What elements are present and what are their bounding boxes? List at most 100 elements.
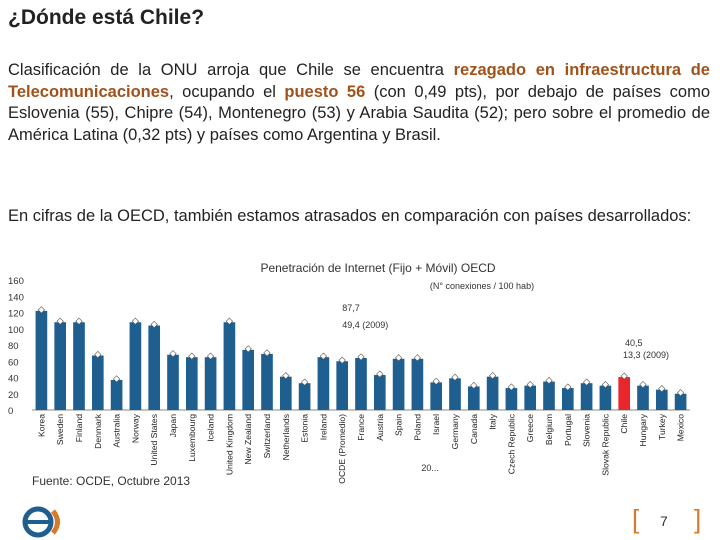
category-label: Switzerland <box>262 414 272 459</box>
chart-title: Penetración de Internet (Fijo + Móvil) O… <box>260 261 495 275</box>
bar <box>655 389 668 410</box>
bar-marker <box>169 350 177 358</box>
category-label: United Kingdom <box>224 414 234 475</box>
category-label: Iceland <box>206 414 216 442</box>
bar <box>543 381 555 410</box>
y-tick-label: 160 <box>8 276 24 287</box>
paragraph-text: , ocupando el <box>169 82 285 101</box>
bar <box>298 383 311 410</box>
y-tick-label: 140 <box>8 292 24 303</box>
category-label: Estonia <box>300 414 310 443</box>
category-label: Belgium <box>544 414 554 445</box>
category-label: Israel <box>431 414 441 435</box>
page-title: ¿Dónde está Chile? <box>8 6 205 29</box>
category-label: Sweden <box>55 414 65 445</box>
source-note: Fuente: OCDE, Octubre 2013 <box>32 474 191 488</box>
bar <box>185 357 198 410</box>
bar-marker <box>470 381 478 390</box>
bar <box>110 379 123 410</box>
page-bracket-right: ] <box>694 504 702 534</box>
category-label: Canada <box>469 414 479 444</box>
category-label: Korea <box>36 414 46 437</box>
category-label: Poland <box>412 414 422 441</box>
entel-logo-icon <box>22 506 60 538</box>
category-label: Mexico <box>676 414 686 441</box>
chart-annotation: 87,7 <box>342 303 360 313</box>
bar <box>373 375 386 410</box>
bar-marker <box>488 372 497 380</box>
bar <box>599 385 612 410</box>
bar-marker <box>338 356 346 364</box>
bar <box>73 322 85 410</box>
bar <box>392 358 405 410</box>
category-label: Portugal <box>563 414 573 446</box>
bar-marker <box>394 354 403 362</box>
bar <box>674 393 687 410</box>
bar-marker <box>564 383 572 391</box>
category-label: Hungary <box>638 413 648 446</box>
paragraph-text: (con 0,49 pts), por debajo de países com… <box>8 82 710 144</box>
y-tick-label: 20 <box>8 390 19 401</box>
highlight-text: puesto 56 <box>284 82 366 101</box>
bar-marker <box>620 372 628 380</box>
bar <box>355 358 367 410</box>
category-label: Australia <box>112 414 122 448</box>
bar <box>242 349 255 410</box>
bar-marker <box>413 354 422 362</box>
bar-marker <box>507 383 516 391</box>
bar-marker <box>131 317 140 325</box>
bar <box>35 310 48 410</box>
category-label: Austria <box>375 414 385 441</box>
bar <box>261 353 273 410</box>
category-label: Slovak Republic <box>600 413 610 475</box>
bar-marker <box>206 352 215 360</box>
bar-marker <box>432 377 440 385</box>
category-label: United States <box>149 414 159 466</box>
bar-marker <box>263 349 271 357</box>
page-bracket-left: [ <box>632 504 640 534</box>
bar-marker <box>225 317 234 325</box>
y-tick-label: 120 <box>8 309 24 320</box>
bar-marker <box>94 350 102 359</box>
y-tick-label: 60 <box>8 357 19 368</box>
bar-marker <box>639 381 647 389</box>
y-tick-label: 0 <box>8 406 13 417</box>
bar <box>467 386 480 410</box>
bar <box>561 388 574 410</box>
category-label: Denmark <box>93 413 103 449</box>
chart-subtitle: (N° conexiones / 100 hab) <box>430 281 534 291</box>
highlight-text: rezagado en infraestructura de Telecomun… <box>8 61 710 101</box>
chart-annotation: 13,3 (2009) <box>623 350 669 360</box>
bar-marker <box>75 317 83 325</box>
bar <box>317 357 330 410</box>
bar <box>411 358 424 410</box>
y-tick-label: 100 <box>8 325 24 336</box>
bar-marker <box>676 389 685 397</box>
y-tick-label: 40 <box>8 374 19 385</box>
chart-annotation: 20... <box>421 463 439 473</box>
bar <box>204 357 217 410</box>
chart-annotation: 40,5 <box>625 338 643 348</box>
bar-marker <box>376 370 384 378</box>
bar-marker <box>582 378 591 386</box>
bar-marker <box>357 353 365 361</box>
category-label: Norway <box>130 413 140 443</box>
bar <box>336 361 349 410</box>
category-label: France <box>356 414 366 441</box>
paragraph-text: Clasificación de la ONU arroja que Chile… <box>8 61 454 79</box>
bar-marker <box>545 376 553 385</box>
page-number: 7 <box>660 513 668 529</box>
bar-marker <box>112 375 121 383</box>
bar <box>430 382 443 410</box>
bar-marker <box>658 385 666 393</box>
bar-marker <box>282 372 290 380</box>
bar-marker <box>37 306 46 314</box>
bar-marker <box>319 352 328 360</box>
bar <box>486 376 499 410</box>
bar <box>449 378 461 410</box>
bar <box>618 377 631 410</box>
category-label: Germany <box>450 413 460 449</box>
category-label: Czech Republic <box>506 413 516 474</box>
bar <box>637 385 649 410</box>
category-label: Italy <box>488 413 498 429</box>
